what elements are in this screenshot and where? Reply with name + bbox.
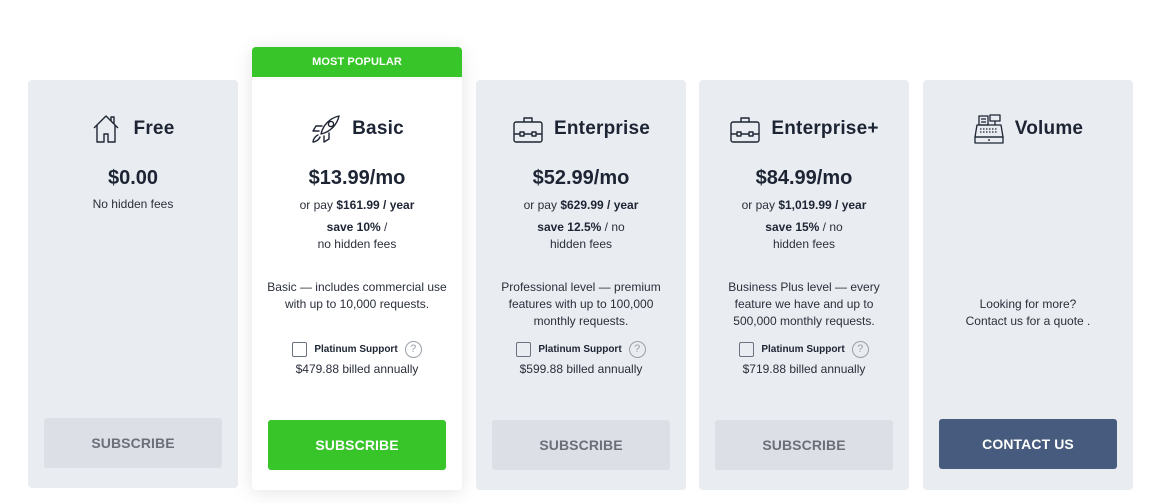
savings-line: save 10% / xyxy=(252,219,462,236)
yearly-price: $1,019.99 / year xyxy=(778,198,867,212)
most-popular-badge: MOST POPULAR xyxy=(252,47,462,77)
plan-header: Basic xyxy=(252,113,462,145)
plan-subtext: No hidden fees xyxy=(92,197,174,211)
contact-us-button[interactable]: CONTACT US xyxy=(939,419,1117,469)
plan-card-basic: MOST POPULAR Basic $13.99/mo or pay $161… xyxy=(252,47,462,490)
subscribe-button-basic[interactable]: SUBSCRIBE xyxy=(268,420,446,470)
plan-name: Volume xyxy=(1014,118,1084,139)
plan-header: Enterprise+ xyxy=(699,113,909,145)
save-percent: save 10% xyxy=(326,220,381,234)
save-suffix: / no xyxy=(819,220,843,234)
yearly-prefix: or pay xyxy=(741,198,775,212)
savings-line: save 15% / no xyxy=(699,219,909,236)
platinum-support-checkbox[interactable] xyxy=(292,342,308,357)
plan-price: $0.00 xyxy=(107,167,159,189)
plan-header: Enterprise xyxy=(476,113,686,145)
plan-name: Free xyxy=(133,118,175,139)
plan-description: Business Plus level — every feature we h… xyxy=(728,280,880,328)
help-icon[interactable]: ? xyxy=(628,341,646,358)
help-icon[interactable]: ? xyxy=(851,341,869,358)
subscribe-button-enterprise-plus[interactable]: SUBSCRIBE xyxy=(715,420,893,470)
cash-register-icon xyxy=(974,114,1004,144)
platinum-support-row: Platinum Support ? xyxy=(476,341,686,358)
platinum-support-row: Platinum Support ? xyxy=(699,341,909,358)
platinum-support-label: Platinum Support xyxy=(761,344,845,355)
yearly-price-line: or pay $161.99 / year xyxy=(252,197,462,214)
briefcase-icon xyxy=(513,117,543,143)
savings-line: save 12.5% / no xyxy=(476,219,686,236)
plan-header: Free xyxy=(28,113,238,145)
platinum-support-row: Platinum Support ? xyxy=(252,341,462,358)
yearly-prefix: or pay xyxy=(523,198,557,212)
save-percent: save 15% xyxy=(765,220,820,234)
subscribe-button-enterprise[interactable]: SUBSCRIBE xyxy=(492,420,670,470)
support-billed: $599.88 billed annually xyxy=(519,362,643,376)
plan-header: Volume xyxy=(923,113,1133,145)
support-billed: $479.88 billed annually xyxy=(295,362,419,376)
save-suffix: / no xyxy=(601,220,625,234)
help-icon[interactable]: ? xyxy=(404,341,422,358)
plan-name: Enterprise xyxy=(554,118,650,139)
plan-name: Basic xyxy=(352,118,404,139)
yearly-price: $161.99 / year xyxy=(336,198,415,212)
platinum-support-checkbox[interactable] xyxy=(739,342,755,357)
fees-line: no hidden fees xyxy=(317,237,397,251)
plan-card-enterprise-plus: Enterprise+ $84.99/mo or pay $1,019.99 /… xyxy=(699,80,909,490)
platinum-support-checkbox[interactable] xyxy=(516,342,532,357)
platinum-support-label: Platinum Support xyxy=(314,344,398,355)
plan-card-free: Free $0.00 No hidden fees SUBSCRIBE xyxy=(28,80,238,488)
plan-description: Professional level — premium features wi… xyxy=(501,280,661,328)
platinum-support-label: Platinum Support xyxy=(538,344,622,355)
yearly-price-line: or pay $1,019.99 / year xyxy=(699,197,909,214)
plan-card-volume: Volume Looking for more? Contact us for … xyxy=(923,80,1133,490)
fees-line: hidden fees xyxy=(772,237,836,251)
yearly-prefix: or pay xyxy=(299,198,333,212)
fees-line: hidden fees xyxy=(549,237,613,251)
support-billed: $719.88 billed annually xyxy=(742,362,866,376)
plan-name: Enterprise+ xyxy=(771,118,879,139)
save-suffix: / xyxy=(380,220,388,234)
house-icon xyxy=(93,115,119,143)
plan-price: $84.99/mo xyxy=(755,167,853,189)
volume-description-line1: Looking for more? xyxy=(979,297,1077,311)
plan-description: Basic — includes commercial use with up … xyxy=(267,280,447,311)
yearly-price-line: or pay $629.99 / year xyxy=(476,197,686,214)
subscribe-button-free[interactable]: SUBSCRIBE xyxy=(44,418,222,468)
plan-price: $13.99/mo xyxy=(308,167,406,189)
volume-description-line2: Contact us for a quote . xyxy=(965,314,1091,328)
plan-price: $52.99/mo xyxy=(532,167,630,189)
plan-card-enterprise: Enterprise $52.99/mo or pay $629.99 / ye… xyxy=(476,80,686,490)
rocket-icon xyxy=(312,115,340,143)
save-percent: save 12.5% xyxy=(537,220,602,234)
yearly-price: $629.99 / year xyxy=(560,198,639,212)
briefcase-icon xyxy=(730,117,761,143)
